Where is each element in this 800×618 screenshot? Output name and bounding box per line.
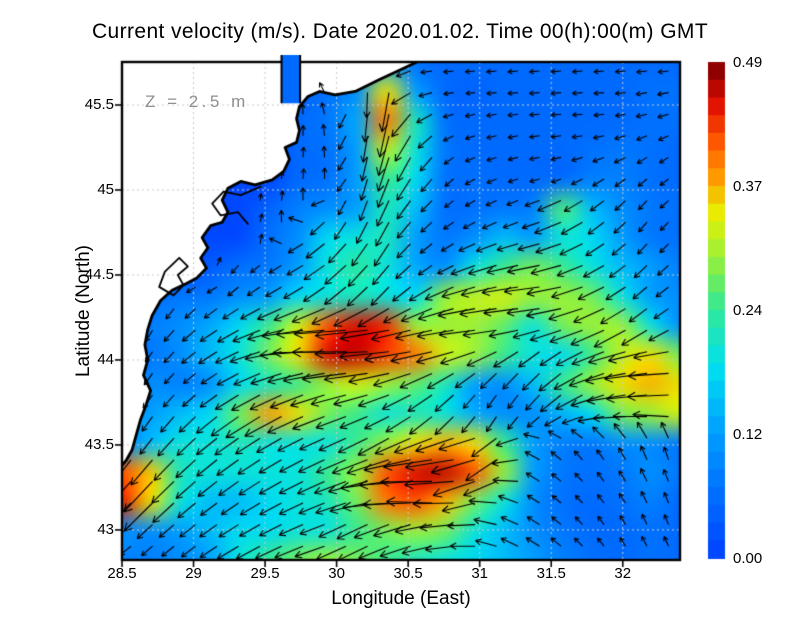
- x-tick-label: 29.5: [250, 565, 280, 582]
- depth-annotation: Z = 2.5 m: [145, 92, 249, 111]
- y-tick-label: 44.5: [84, 265, 114, 283]
- y-tick-label: 45.5: [84, 96, 114, 113]
- y-tick-label: 43: [97, 520, 114, 538]
- x-tick-label: 30.5: [393, 565, 423, 582]
- x-tick-label: 29: [185, 565, 202, 582]
- colorbar-tick-label: 0.00: [733, 550, 763, 567]
- x-axis-label: Longitude (East): [331, 588, 471, 609]
- y-tick-label: 44: [97, 350, 114, 368]
- x-tick-label: 31: [471, 565, 489, 582]
- x-tick-label: 30: [328, 565, 345, 582]
- colorbar-tick-label: 0.24: [733, 302, 763, 319]
- y-tick-label: 43.5: [84, 435, 114, 453]
- y-tick-label: 45: [97, 180, 114, 198]
- colorbar-tick-label: 0.49: [733, 54, 763, 71]
- x-tick-label: 32: [614, 565, 632, 582]
- colorbar-tick-label: 0.12: [733, 426, 763, 443]
- x-tick-label: 31.5: [536, 565, 566, 582]
- x-tick-label: 28.5: [107, 565, 137, 582]
- colorbar-tick-label: 0.37: [733, 178, 763, 195]
- chart-title: Current velocity (m/s). Date 2020.01.02.…: [91, 20, 709, 43]
